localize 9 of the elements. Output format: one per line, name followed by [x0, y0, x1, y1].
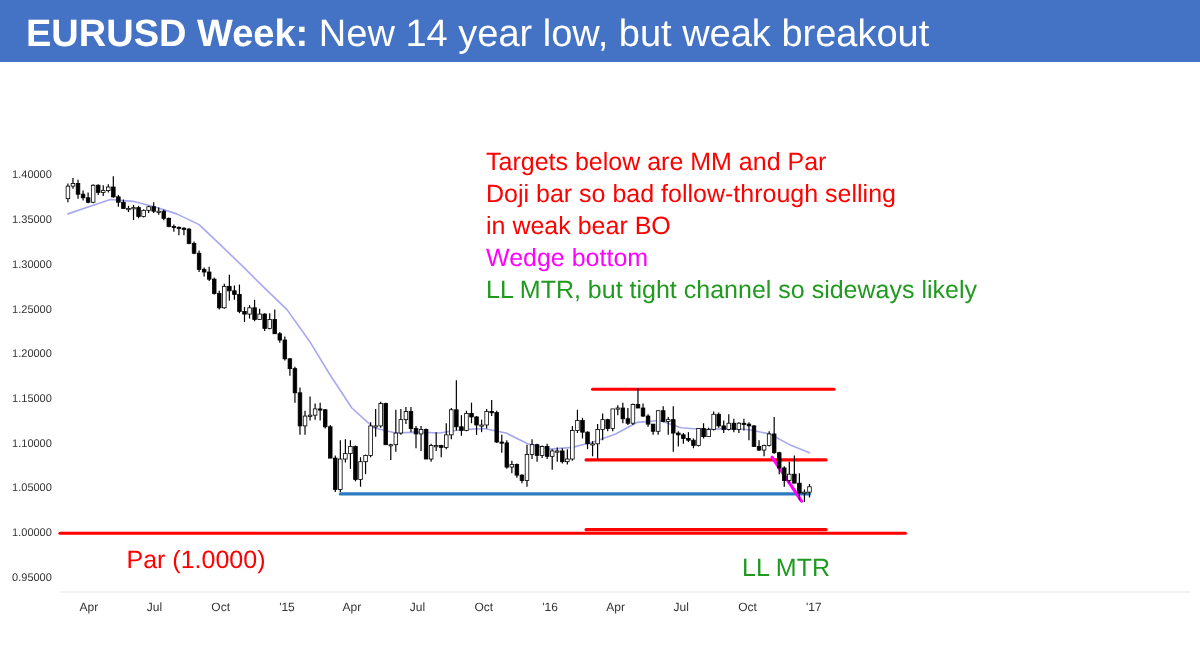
annotation: Wedge bottom: [486, 244, 649, 272]
chart-subtitle: New 14 year low, but weak breakout: [308, 14, 931, 56]
annotation: Doji bar so bad follow-through selling: [486, 180, 897, 208]
annotation: LL MTR: [742, 554, 830, 582]
annotation: LL MTR, but tight channel so sideways likely: [486, 276, 979, 304]
chart-title: EURUSD Week:: [26, 14, 309, 56]
text: Targets below are MM and Par: [486, 148, 827, 176]
annotation: Par (1.0000): [126, 546, 266, 574]
annotation: in weak bear BO: [486, 212, 672, 240]
